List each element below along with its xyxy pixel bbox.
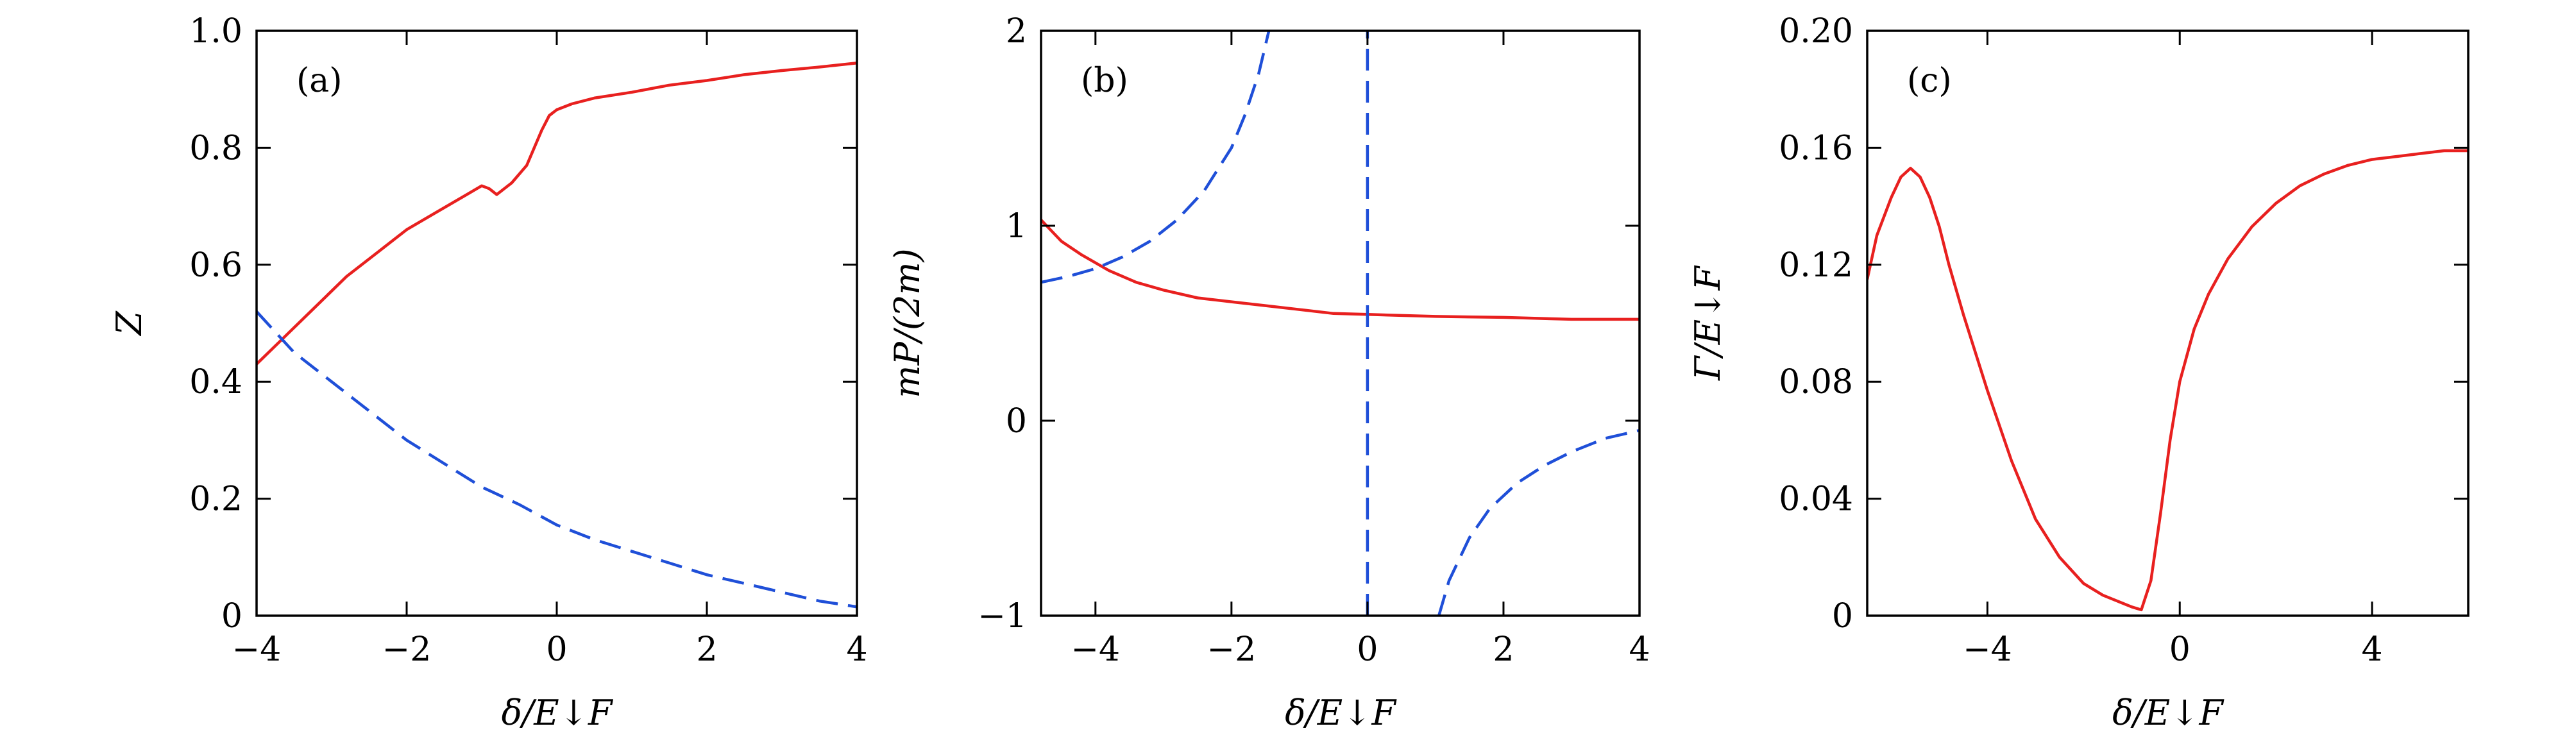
x-tick-label: 4 xyxy=(2362,630,2383,669)
y-tick-label: 0.4 xyxy=(189,363,242,401)
y-tick-label: 1 xyxy=(1006,207,1027,246)
y-tick-label: 0.8 xyxy=(189,129,242,167)
x-tick-label: 0 xyxy=(2169,630,2190,669)
x-axis-label: δ/E↓F xyxy=(1285,693,1397,733)
x-tick-label: −2 xyxy=(1207,630,1257,669)
y-axis-label: Γ/E↓F xyxy=(1688,265,1728,381)
y-tick-label: 0.6 xyxy=(189,246,242,285)
series-dashed-2-line xyxy=(1041,31,1271,284)
y-tick-label: 0 xyxy=(221,597,242,636)
x-axis-label: δ/E↓F xyxy=(502,693,614,733)
panel-1: −4 −2 0 2 4 0 0.2 0.4 0.6 0.8 1.0 (a) δ/E↓F Z xyxy=(109,12,868,733)
plot-frame xyxy=(1040,30,1641,617)
panel-label: (a) xyxy=(296,62,343,100)
x-tick-label: −2 xyxy=(382,630,432,669)
y-tick-label: −1 xyxy=(978,597,1027,636)
x-tick-label: 0 xyxy=(1357,630,1378,669)
y-tick-label: 0.12 xyxy=(1779,246,1853,285)
y-tick-label: 0.20 xyxy=(1779,12,1853,51)
x-tick-label: −4 xyxy=(1963,630,2012,669)
y-tick-label: 0.04 xyxy=(1779,480,1853,519)
x-tick-label: 4 xyxy=(846,630,867,669)
x-tick-label: 2 xyxy=(1493,630,1514,669)
panel-label: (b) xyxy=(1081,62,1128,100)
panel-3: −4 0 4 0 0.04 0.08 0.12 0.16 0.20 (c) δ/E↓F Γ/E↓F xyxy=(1688,12,2470,733)
y-tick-label: 2 xyxy=(1006,12,1027,51)
y-tick-label: 0.08 xyxy=(1779,363,1853,401)
x-tick-label: −4 xyxy=(1071,630,1120,669)
series-solid-1-line xyxy=(257,61,857,366)
x-axis-label: δ/E↓F xyxy=(2112,693,2224,733)
y-axis-label: Z xyxy=(109,310,149,337)
x-tick-label: 0 xyxy=(546,630,567,669)
series-dashed-2-line xyxy=(257,310,857,609)
x-tick-label: 2 xyxy=(696,630,717,669)
y-tick-label: 1.0 xyxy=(189,12,242,51)
x-tick-label: −4 xyxy=(232,630,282,669)
panel-2: −4 −2 0 2 4 −1 0 1 2 (b) δ/E↓F mP/(2m) xyxy=(887,12,1650,733)
plot-frame xyxy=(1866,30,2470,617)
y-tick-label: 0.2 xyxy=(189,480,242,519)
y-tick-label: 0.16 xyxy=(1779,129,1853,167)
x-tick-label: 4 xyxy=(1629,630,1650,669)
series-solid-1-line xyxy=(1867,149,2468,612)
series-dashed-4-line xyxy=(1437,429,1640,616)
plot-frame xyxy=(255,30,858,617)
panel-label: (c) xyxy=(1907,62,1952,100)
y-tick-label: 0 xyxy=(1006,402,1027,441)
series-solid-1-line xyxy=(1041,219,1640,321)
y-tick-label: 0 xyxy=(1832,597,1853,636)
y-axis-label: mP/(2m) xyxy=(887,248,928,398)
